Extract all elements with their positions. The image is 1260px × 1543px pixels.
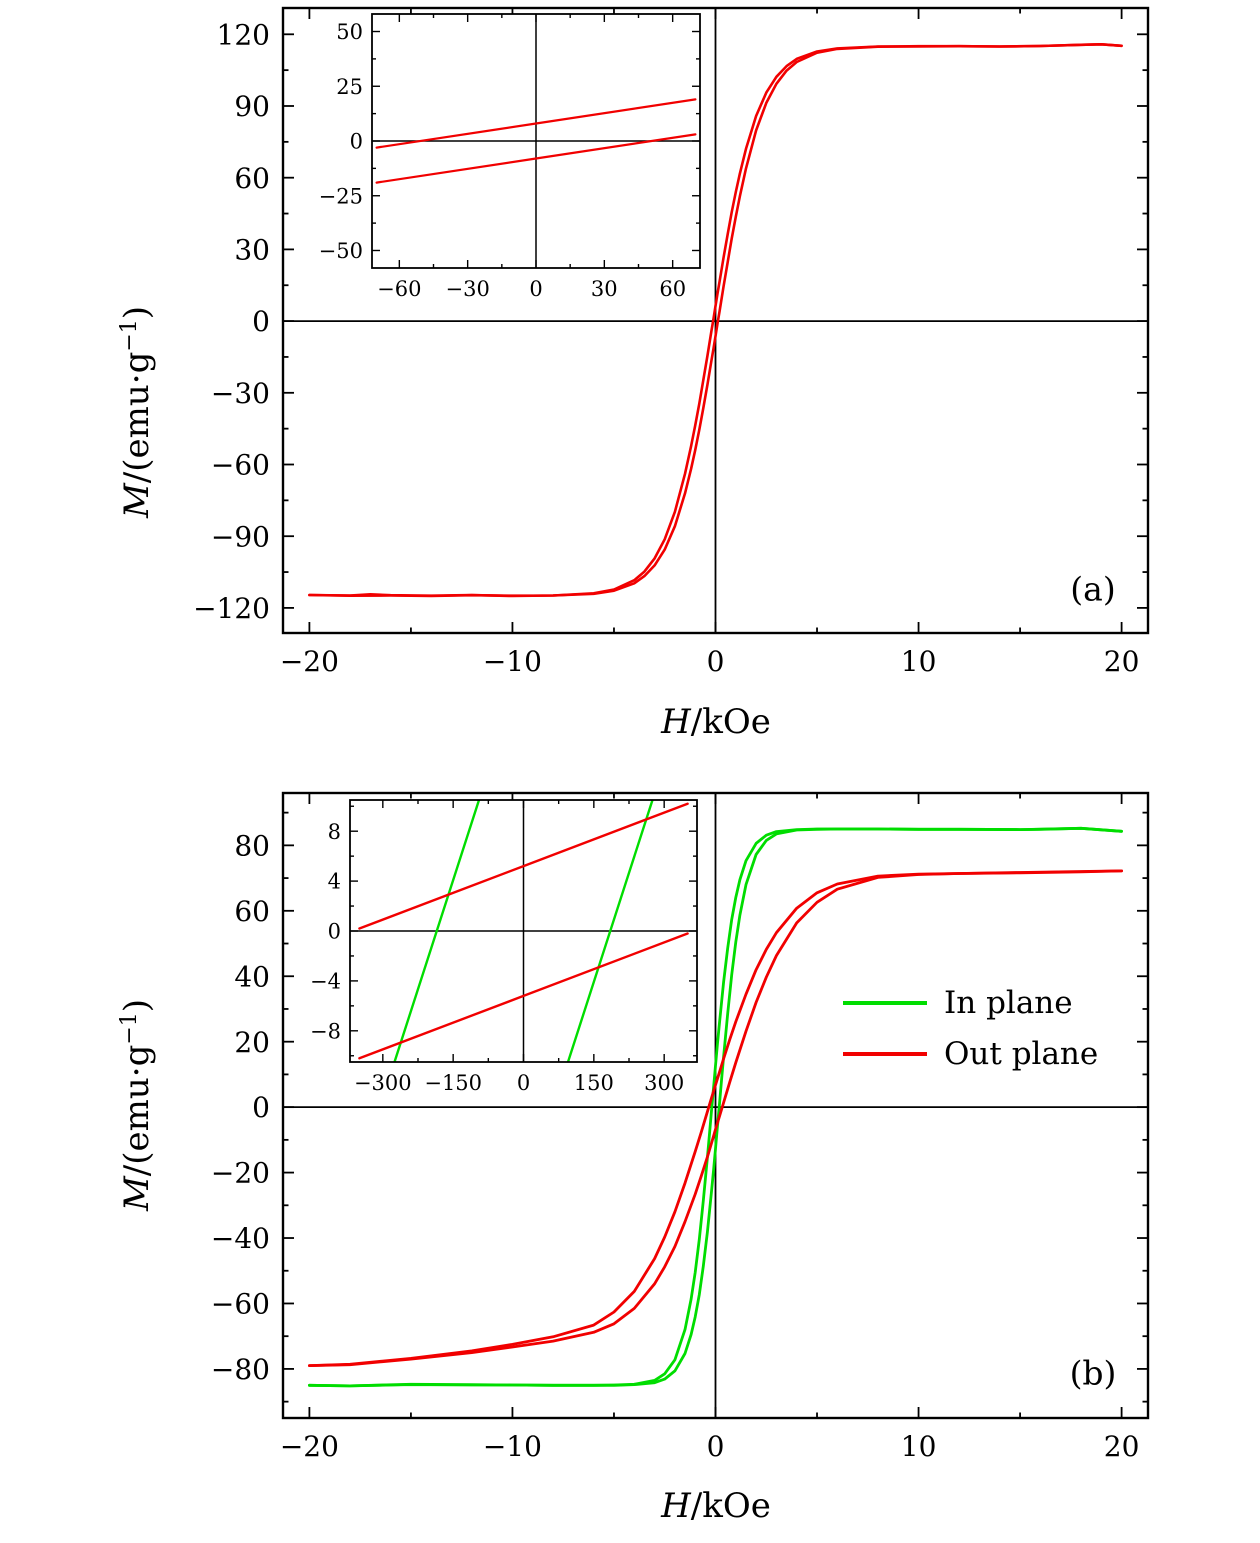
inset-b-out-plane-descending-curve	[358, 802, 689, 930]
b-main-y-tick-label: 0	[252, 1091, 270, 1124]
b-main-x-tick-label: 0	[707, 1430, 725, 1463]
a-inset-y-tick-label: 0	[350, 130, 363, 154]
y-axis-units: /(emu·g	[117, 351, 158, 484]
a-main-x-tick-label: 0	[707, 645, 725, 678]
b-inset-y-tick-label: 4	[328, 870, 341, 894]
y-axis-variable: M	[117, 483, 158, 519]
a-inset-y-tick-label: −25	[319, 184, 363, 208]
panel-a-x-axis-label: H/kOe	[661, 702, 771, 742]
a-main-plot: −20 −10 0 10 20 −120 −90 −60 −30 0 30 60 90 120	[193, 6, 1150, 678]
panel-b-tag: (b)	[1069, 1353, 1117, 1393]
b-inset-y-tick-label: −8	[310, 1019, 341, 1043]
b-main-y-tick-label: 20	[234, 1026, 270, 1059]
a-main-y-tick-label: −120	[193, 592, 270, 625]
panel-a-chart: −20 −10 0 10 20 −120 −90 −60 −30 0 30 60 90 120 −60 −30…	[193, 6, 1150, 678]
b-inset-x-tick-label: −150	[424, 1071, 482, 1095]
inset-b-out-plane-ascending-curve	[358, 932, 689, 1060]
b-inset-ticks	[350, 800, 697, 1062]
b-inset-y-tick-label: 0	[328, 920, 341, 944]
a-main-y-tick-label: 90	[234, 90, 270, 123]
b-inset-plot: −300 −150 0 150 300 −8 −4 0 4 8	[310, 799, 698, 1095]
legend-label-in-plane: In plane	[944, 984, 1073, 1021]
a-main-y-tick-label: −30	[211, 377, 270, 410]
x-axis-units: /kOe	[690, 1486, 771, 1526]
b-main-y-tick-label: 80	[234, 829, 270, 862]
inset-b-in-plane-ascending-curve	[566, 800, 654, 1062]
a-main-x-tick-label: 20	[1104, 645, 1140, 678]
inset-b-in-plane-descending-curve	[393, 800, 481, 1062]
b-inset-tick-labels: −300 −150 0 150 300 −8 −4 0 4 8	[310, 820, 684, 1095]
inset-a-ascending-branch-curve	[375, 133, 697, 184]
legend-item-in-plane: In plane	[843, 977, 1098, 1028]
a-main-ticks	[283, 8, 1148, 633]
legend-label-out-plane: Out plane	[944, 1035, 1099, 1072]
a-inset-x-tick-label: 60	[659, 277, 686, 301]
a-inset-x-tick-label: −60	[377, 277, 421, 301]
b-main-y-tick-label: −40	[211, 1222, 270, 1255]
in-plane-line-swatch	[843, 1000, 927, 1005]
a-main-y-tick-label: 0	[252, 305, 270, 338]
a-main-x-tick-label: −10	[483, 645, 542, 678]
a-main-x-tick-label: −20	[280, 645, 339, 678]
x-axis-units: /kOe	[690, 702, 771, 742]
panel-a-y-axis-label: M/(emu·g−1)	[117, 306, 157, 518]
b-inset-x-tick-label: 150	[574, 1071, 614, 1095]
out-plane-descending-branch-curve	[307, 869, 1123, 1367]
b-inset-y-tick-label: 8	[328, 820, 341, 844]
a-inset-x-tick-label: −30	[446, 277, 490, 301]
b-inset-x-tick-label: 0	[517, 1071, 530, 1095]
y-axis-exponent: −1	[116, 1012, 142, 1045]
b-inset-y-tick-label: −4	[310, 970, 341, 994]
b-main-x-tick-label: −10	[483, 1430, 542, 1463]
b-main-y-tick-label: 40	[234, 960, 270, 993]
y-axis-exponent: −1	[116, 319, 142, 352]
a-inset-tick-labels: −60 −30 0 30 60 −50 −25 0 25 50	[319, 20, 686, 301]
a-main-x-tick-label: 10	[901, 645, 937, 678]
panel-a-tag: (a)	[1070, 569, 1116, 609]
a-inset-plot: −60 −30 0 30 60 −50 −25 0 25 50	[319, 13, 701, 301]
x-axis-variable: H	[661, 702, 691, 742]
legend-item-out-plane: Out plane	[843, 1028, 1098, 1079]
legend: In plane Out plane	[843, 977, 1098, 1079]
panel-b-y-axis-label: M/(emu·g−1)	[117, 999, 157, 1211]
y-axis-variable: M	[117, 1176, 158, 1212]
a-inset-x-tick-label: 30	[591, 277, 618, 301]
a-inset-y-tick-label: −50	[319, 239, 363, 263]
a-main-y-tick-label: 120	[217, 18, 270, 51]
b-main-y-tick-label: −60	[211, 1288, 270, 1321]
b-inset-x-tick-label: 300	[644, 1071, 684, 1095]
b-main-y-tick-label: 60	[234, 895, 270, 928]
a-inset-ticks	[372, 14, 700, 268]
a-inset-y-tick-label: 50	[336, 20, 363, 44]
x-axis-variable: H	[661, 1486, 691, 1526]
b-main-y-tick-label: −80	[211, 1353, 270, 1386]
a-inset-x-tick-label: 0	[529, 277, 542, 301]
panel-b-x-axis-label: H/kOe	[661, 1486, 771, 1526]
y-axis-units-close: )	[117, 305, 158, 320]
loop-a-ascending-branch-curve	[308, 42, 1123, 598]
a-main-y-tick-label: 60	[234, 162, 270, 195]
out-plane-line-swatch	[843, 1051, 927, 1056]
out-plane-ascending-branch-curve	[307, 869, 1123, 1367]
b-main-x-tick-label: −20	[280, 1430, 339, 1463]
y-axis-units-close: )	[117, 998, 158, 1013]
y-axis-units: /(emu·g	[117, 1044, 158, 1177]
b-main-x-tick-label: 20	[1104, 1430, 1140, 1463]
in-plane-ascending-branch-curve	[307, 826, 1123, 1388]
a-main-y-tick-label: −90	[211, 520, 270, 553]
b-main-x-tick-label: 10	[901, 1430, 937, 1463]
b-inset-x-tick-label: −300	[354, 1071, 412, 1095]
b-main-y-tick-label: −20	[211, 1157, 270, 1190]
inset-a-descending-branch-curve	[375, 98, 697, 149]
a-main-y-tick-label: 30	[234, 234, 270, 267]
a-main-y-tick-label: −60	[211, 449, 270, 482]
a-main-tick-labels: −20 −10 0 10 20 −120 −90 −60 −30 0 30 60 90 120	[193, 18, 1139, 678]
a-inset-y-tick-label: 25	[336, 75, 363, 99]
b-main-ticks	[283, 793, 1148, 1418]
